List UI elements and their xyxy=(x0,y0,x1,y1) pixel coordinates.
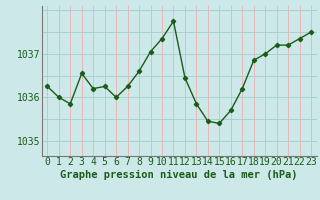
X-axis label: Graphe pression niveau de la mer (hPa): Graphe pression niveau de la mer (hPa) xyxy=(60,170,298,180)
